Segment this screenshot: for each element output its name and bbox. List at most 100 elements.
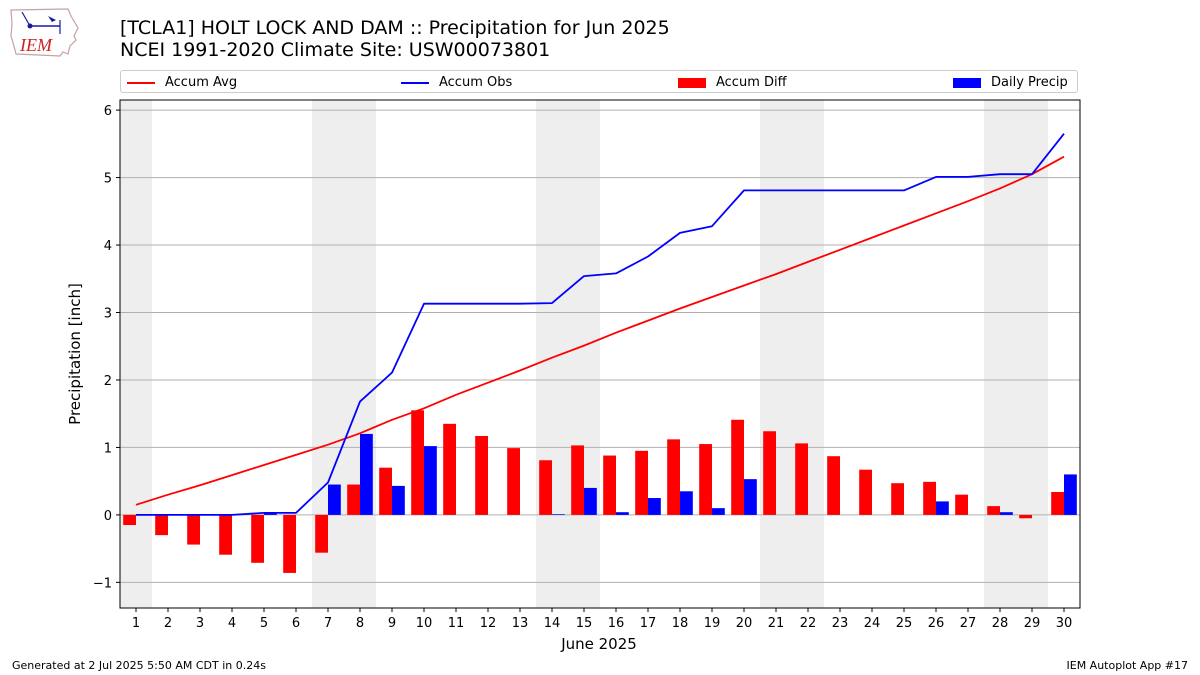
x-axis-label: June 2025 [560,635,637,653]
y-tick-label: 4 [104,239,112,254]
x-tick-label: 27 [960,616,977,631]
daily-precip-bar-8 [360,433,373,515]
daily-precip-bar-20 [744,479,757,515]
iem-logo-text: IEM [19,35,53,55]
y-axis-label: Precipitation [inch] [66,283,84,425]
y-tick-label: 6 [104,104,112,119]
weekend-shade-day-1 [120,100,152,608]
legend-swatch-accum-obs [401,81,429,84]
accum-avg-line [135,155,1065,506]
accum-obs-line [136,133,1065,516]
accum-diff-bar-12 [475,435,488,515]
weekend-shade-day-29 [1016,100,1048,608]
x-tick-label: 13 [512,616,529,631]
legend-item-daily-precip: Daily Precip [953,71,1068,94]
legend-swatch-accum-diff [678,77,706,88]
x-tick-label: 28 [992,616,1009,631]
accum-diff-bar-26 [923,481,936,515]
daily-precip-bar-18 [680,491,693,515]
accum-diff-bar-16 [603,455,616,515]
x-axis-ticks: 1 2 3 4 5 6 7 8 9 10 11 12 13 14 15 16 17 18 19 20 21 22 23 24 2… [132,608,1072,631]
accum-diff-bar-8 [347,484,360,515]
accum-diff-bar-3 [187,514,200,545]
accum-diff-bar-1 [123,514,136,526]
accum-diff-bar-9 [379,467,392,515]
accum-diff-bar-27 [955,494,968,515]
x-tick-label: 3 [196,616,204,631]
accum-diff-bar-29 [1019,514,1032,519]
x-tick-label: 25 [896,616,913,631]
x-tick-label: 11 [448,616,465,631]
y-axis-ticks: −1 0 1 2 3 4 5 6 [93,104,120,591]
y-gridlines [120,109,1080,583]
legend-item-accum-diff: Accum Diff [678,71,787,94]
x-tick-label: 18 [672,616,689,631]
x-tick-label: 15 [576,616,593,631]
accum-diff-bar-7 [315,514,328,553]
legend-swatch-accum-avg [127,81,155,84]
y-tick-label: 5 [104,172,112,187]
x-tick-label: 10 [416,616,433,631]
x-tick-label: 6 [292,616,300,631]
daily-precip-bar-30 [1064,474,1077,515]
x-tick-label: 24 [864,616,881,631]
y-tick-label: 3 [104,307,112,322]
bar-series [123,410,1077,573]
weekend-shade-day-22 [792,100,824,608]
daily-precip-bar-16 [616,512,629,515]
app-credit: IEM Autoplot App #17 [1066,659,1189,672]
weekend-shade-day-15 [568,100,600,608]
accum-diff-bar-22 [795,443,808,515]
daily-precip-bar-19 [712,508,725,515]
x-tick-label: 1 [132,616,140,631]
x-tick-label: 14 [544,616,561,631]
daily-precip-bar-5 [264,512,277,515]
x-tick-label: 17 [640,616,657,631]
legend-label-daily-precip: Daily Precip [991,75,1068,90]
x-tick-label: 4 [228,616,236,631]
x-tick-label: 12 [480,616,497,631]
legend-label-accum-diff: Accum Diff [716,75,787,90]
x-tick-label: 7 [324,616,332,631]
accum-diff-bar-4 [219,514,232,555]
accum-diff-bar-6 [283,514,296,573]
chart-subtitle: NCEI 1991-2020 Climate Site: USW00073801 [120,39,551,61]
legend-label-accum-obs: Accum Obs [439,75,513,90]
accum-diff-bar-15 [571,445,584,515]
x-tick-label: 8 [356,616,364,631]
x-tick-label: 23 [832,616,849,631]
y-tick-label: 1 [104,441,112,456]
x-tick-label: 29 [1024,616,1041,631]
x-tick-label: 21 [768,616,785,631]
weekend-shade-day-21 [760,100,792,608]
weekend-shade-day-28 [984,100,1016,608]
y-tick-label: 0 [104,509,112,524]
legend-item-accum-obs: Accum Obs [401,71,512,94]
daily-precip-bar-10 [424,446,437,515]
plot-frame [119,99,1081,609]
accum-diff-bar-24 [859,469,872,515]
accum-diff-bar-11 [443,423,456,515]
accum-diff-bar-13 [507,448,520,515]
accum-diff-bar-23 [827,456,840,515]
x-tick-label: 19 [704,616,721,631]
accum-diff-bar-2 [155,514,168,536]
daily-precip-bar-17 [648,498,661,515]
y-tick-label: −1 [93,576,112,591]
chart-legend: Accum Avg Accum Obs Accum Diff Daily Pre… [120,70,1078,93]
accum-diff-bar-14 [539,460,552,515]
accum-diff-bar-10 [411,410,424,515]
accum-diff-bar-20 [731,419,744,515]
accum-diff-bar-25 [891,483,904,515]
x-tick-label: 5 [260,616,268,631]
daily-precip-bar-26 [936,501,949,515]
x-tick-label: 2 [164,616,172,631]
daily-precip-bar-7 [328,484,341,515]
x-tick-label: 16 [608,616,625,631]
accum-diff-bar-19 [699,444,712,515]
iem-logo-icon: IEM [10,8,79,57]
daily-precip-bar-14 [552,514,565,515]
generated-timestamp: Generated at 2 Jul 2025 5:50 AM CDT in 0… [12,659,266,672]
y-tick-label: 2 [104,374,112,389]
